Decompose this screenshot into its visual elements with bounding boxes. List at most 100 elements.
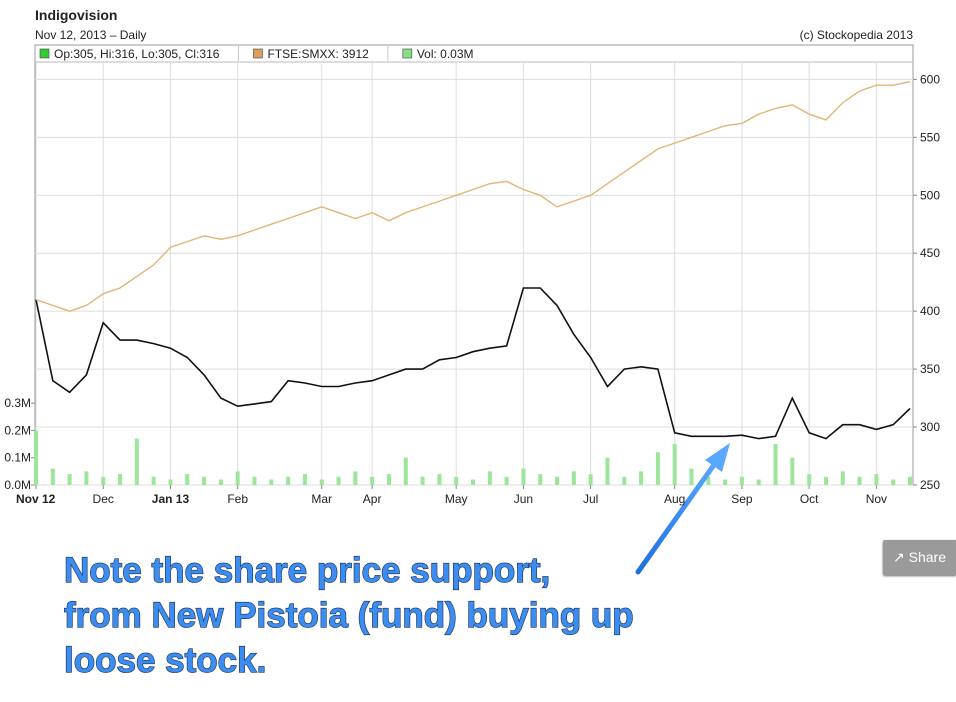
volume-bar — [571, 471, 576, 485]
chart-source: (c) Stockopedia 2013 — [800, 28, 914, 42]
share-button[interactable]: ↗︎ Share — [883, 540, 956, 575]
annotation-line: loose stock. — [64, 641, 266, 680]
volume-bar — [706, 476, 711, 485]
volume-bar — [185, 474, 190, 485]
volume-bar — [790, 457, 795, 485]
volume-bar — [403, 457, 408, 485]
volume-bar — [134, 438, 139, 485]
volume-bar — [487, 471, 492, 485]
x-tick-label: Nov 12 — [16, 492, 56, 506]
x-tick-label: Mar — [311, 492, 332, 506]
y-tick-label: 400 — [920, 304, 940, 318]
volume-bar — [34, 430, 38, 485]
volume-bar — [504, 476, 509, 485]
annotation-arrow — [635, 443, 730, 575]
volume-bar — [521, 468, 526, 485]
legend-label: Op:305, Hi:316, Lo:305, Cl:316 — [54, 47, 220, 61]
volume-bar — [370, 476, 375, 485]
volume-bar — [639, 471, 644, 485]
y-tick-label: 300 — [920, 420, 940, 434]
plot-frame — [34, 44, 914, 486]
volume-bar — [538, 474, 543, 485]
volume-bar — [807, 474, 812, 485]
volume-bar — [689, 468, 694, 485]
volume-bar — [874, 474, 879, 485]
x-tick-label: Sep — [731, 492, 753, 506]
volume-bar — [908, 476, 912, 485]
y2-tick-label: 0.0M — [4, 478, 31, 492]
volume-bar — [118, 474, 123, 485]
volume-bar — [235, 471, 240, 485]
volume-bar — [269, 479, 274, 485]
y-tick-label: 550 — [920, 130, 940, 144]
share-label: Share — [908, 549, 946, 565]
annotation: Note the share price support, from New P… — [63, 550, 634, 680]
volume-bar — [891, 479, 896, 485]
volume-bar — [588, 474, 593, 485]
volume-bar — [471, 479, 475, 485]
volume-bar — [420, 476, 425, 485]
volume-bar — [840, 471, 845, 485]
legend-label: Vol: 0.03M — [417, 47, 474, 61]
volume-bar — [302, 474, 307, 485]
y-tick-label: 500 — [920, 188, 940, 202]
volume-bar — [319, 479, 324, 485]
volume-bar — [739, 476, 744, 485]
volume-bar — [622, 476, 627, 485]
chart-title: Indigovision — [35, 7, 117, 23]
annotation-line: Note the share price support, — [64, 551, 550, 590]
volume-bar — [386, 474, 391, 485]
chart-subtitle: Nov 12, 2013 – Daily — [35, 28, 146, 42]
volume-bar — [756, 479, 761, 485]
y2-tick-label: 0.3M — [4, 396, 31, 410]
series-line — [35, 287, 911, 440]
y2-tick-label: 0.2M — [4, 423, 31, 437]
y2-tick-label: 0.1M — [4, 451, 31, 465]
volume-bar — [50, 468, 55, 485]
volume-bar — [202, 476, 207, 485]
y-tick-label: 600 — [920, 72, 940, 86]
x-tick-label: Oct — [800, 492, 819, 506]
volume-bar — [555, 476, 560, 485]
volume-bar — [252, 476, 257, 485]
volume-bar — [454, 476, 459, 485]
series-line — [35, 81, 911, 312]
volume-bar — [605, 457, 610, 485]
volume-bar — [655, 452, 660, 485]
volume-bar — [672, 444, 677, 485]
volume-bar — [723, 479, 728, 485]
volume-bar — [437, 474, 442, 485]
x-tick-label: Jul — [583, 492, 598, 506]
share-icon: ↗︎ — [893, 549, 905, 565]
volume-bar — [67, 474, 72, 485]
legend-swatch — [253, 48, 263, 59]
volume-bar — [823, 476, 828, 485]
volume-bar — [84, 471, 89, 485]
y-tick-label: 350 — [920, 362, 940, 376]
x-tick-label: Nov — [866, 492, 887, 506]
x-tick-label: Jan 13 — [152, 492, 190, 506]
plot-area — [31, 62, 917, 489]
volume-bar — [286, 476, 291, 485]
x-tick-label: Dec — [93, 492, 114, 506]
volume-bar — [101, 476, 106, 485]
x-tick-label: Feb — [227, 492, 248, 506]
volume-bar — [151, 476, 156, 485]
x-tick-label: May — [445, 492, 468, 506]
volume-bar — [168, 479, 173, 485]
legend-swatch — [402, 48, 413, 59]
volume-bar — [218, 479, 223, 485]
y-tick-label: 250 — [920, 478, 940, 492]
annotation-line: from New Pistoia (fund) buying up — [64, 596, 634, 635]
x-tick-label: Aug — [664, 492, 685, 506]
legend-label: FTSE:SMXX: 3912 — [267, 47, 369, 61]
volume-bar — [857, 476, 862, 485]
legend: Op:305, Hi:316, Lo:305, Cl:316 FTSE:SMXX:… — [39, 46, 474, 61]
volume-bar — [773, 444, 778, 485]
x-tick-label: Apr — [363, 492, 382, 506]
volume-bar — [353, 471, 358, 485]
legend-swatch — [39, 48, 50, 59]
volume-bar — [336, 476, 341, 485]
